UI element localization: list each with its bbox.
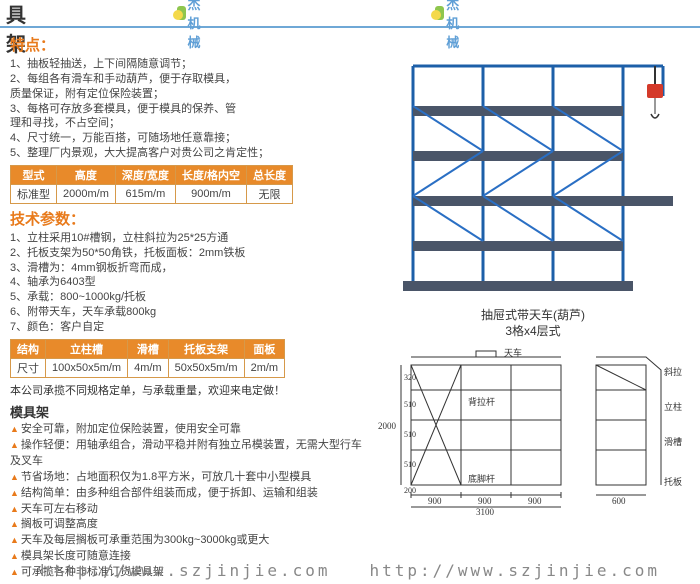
spec-table-2: 结构 立柱槽 滑槽 托板支架 面板 尺寸 100x50x5m/m 4m/m 50… <box>10 339 285 378</box>
svg-text:900: 900 <box>428 496 442 506</box>
th: 总长度 <box>246 165 292 184</box>
feature-item: 尺寸统一，万能百搭，可随场地任意靠接； <box>10 131 370 146</box>
th: 立柱槽 <box>46 339 128 358</box>
th: 型式 <box>11 165 57 184</box>
bullet-item: 天车可左右移动 <box>10 502 370 518</box>
footer: http://www.szjinjie.com http://www.szjin… <box>0 561 700 580</box>
svg-text:3100: 3100 <box>476 507 495 515</box>
svg-text:600: 600 <box>612 496 626 506</box>
tech-item: 承载：800~1000kg/托板 <box>10 290 370 305</box>
tech-title: 技术参数： <box>10 208 370 229</box>
svg-text:2000: 2000 <box>378 421 397 431</box>
bullets-list: 安全可靠，附加定位保险装置，使用安全可靠 操作轻便：用轴承组合，滑动平稳并附有独… <box>10 422 370 581</box>
tech-item: 立柱采用10#槽钢，立柱斜拉为25*25方通 <box>10 231 370 246</box>
bullet-item: 操作轻便：用轴承组合，滑动平稳并附有独立吊模装置，无需大型行车及叉车 <box>10 438 370 470</box>
tech-item: 颜色：客户自定 <box>10 320 370 335</box>
svg-text:斜拉: 斜拉 <box>664 366 682 377</box>
svg-text:900: 900 <box>478 496 492 506</box>
caption-line: 抽屉式带天车(葫芦) <box>376 308 690 324</box>
feature-item: 抽板轻抽送，上下间隔随意调节； <box>10 57 370 72</box>
feature-item: 整理厂内景观，大大提高客户对贵公司之肯定性； <box>10 146 370 161</box>
feature-item: 每格可存放多套模具，便于模具的保养、管 理和寻找，不占空间； <box>10 102 370 132</box>
svg-text:底脚杆: 底脚杆 <box>468 473 495 484</box>
left-column: 特点： 抽板轻抽送，上下间隔随意调节； 每组各有滑车和手动葫芦，便于存取模具， … <box>10 32 370 581</box>
features-list: 抽板轻抽送，上下间隔随意调节； 每组各有滑车和手动葫芦，便于存取模具， 质量保证… <box>10 57 370 161</box>
td: 900m/m <box>175 184 246 203</box>
th: 滑槽 <box>128 339 169 358</box>
svg-text:510: 510 <box>404 460 416 469</box>
spec-table-1: 型式 高度 深度/宽度 长度/格内空 总长度 标准型 2000m/m 615m/… <box>10 165 293 204</box>
svg-text:200: 200 <box>404 486 416 495</box>
th: 结构 <box>11 339 46 358</box>
svg-text:510: 510 <box>404 430 416 439</box>
th: 深度/宽度 <box>115 165 175 184</box>
rack-subtitle: 模具架 <box>10 402 370 421</box>
tech-item: 滑槽为：4mm钢板折弯而成， <box>10 261 370 276</box>
svg-text:立柱: 立柱 <box>664 401 682 412</box>
svg-text:320: 320 <box>404 373 416 382</box>
svg-text:900: 900 <box>528 496 542 506</box>
th: 高度 <box>57 165 116 184</box>
feature-item: 每组各有滑车和手动葫芦，便于存取模具， 质量保证，附有定位保险装置； <box>10 72 370 102</box>
svg-text:滑槽: 滑槽 <box>664 436 682 447</box>
footer-url: http://www.szjinjie.com <box>40 561 331 580</box>
bullet-item: 搁板可调整高度 <box>10 517 370 533</box>
tech-list: 立柱采用10#槽钢，立柱斜拉为25*25方通 托板支架为50*50角铁，托板面板… <box>10 231 370 335</box>
svg-text:天车: 天车 <box>504 347 522 358</box>
td: 无限 <box>246 184 292 203</box>
bullet-item: 安全可靠，附加定位保险装置，使用安全可靠 <box>10 422 370 438</box>
bullet-item: 节省场地：占地面积仅为1.8平方米，可放几十套中小型模具 <box>10 470 370 486</box>
td: 标准型 <box>11 184 57 203</box>
svg-text:托板: 托板 <box>664 476 682 487</box>
svg-text:背拉杆: 背拉杆 <box>468 396 495 407</box>
tech-item: 托板支架为50*50角铁，托板面板：2mm铁板 <box>10 246 370 261</box>
right-column: 抽屉式带天车(葫芦) 3格x4层式 天车 900 <box>370 32 690 581</box>
tech-diagram: 天车 900 900 900 3100 2000 320 510 510 510… <box>376 345 686 515</box>
tech-item: 附带天车，天车承载800kg <box>10 305 370 320</box>
td: 100x50x5m/m <box>46 358 128 377</box>
bullet-item: 天车及每层搁板可承重范围为300kg~3000kg或更大 <box>10 533 370 549</box>
th: 托板支架 <box>168 339 244 358</box>
td: 4m/m <box>128 358 169 377</box>
td: 50x50x5m/m <box>168 358 244 377</box>
features-title: 特点： <box>10 34 370 55</box>
product-caption: 抽屉式带天车(葫芦) 3格x4层式 <box>376 308 690 339</box>
logo-icon <box>177 6 186 20</box>
caption-line: 3格x4层式 <box>376 324 690 340</box>
svg-text:510: 510 <box>404 400 416 409</box>
td: 2000m/m <box>57 184 116 203</box>
footer-url: http://www.szjinjie.com <box>369 561 660 580</box>
logo-icon <box>435 6 444 20</box>
page-header: 模具架 进杰机械 进杰机械 <box>0 0 700 28</box>
bullet-item: 结构简单：由多种组合部件组装而成，便于拆卸、运输和组装 <box>10 486 370 502</box>
tech-item: 轴承为6403型 <box>10 275 370 290</box>
td: 尺寸 <box>11 358 46 377</box>
td: 2m/m <box>244 358 285 377</box>
td: 615m/m <box>115 184 175 203</box>
product-illustration <box>383 36 683 306</box>
th: 面板 <box>244 339 285 358</box>
th: 长度/格内空 <box>175 165 246 184</box>
note: 本公司承揽不同规格定单，与承载重量，欢迎来电定做！ <box>10 382 370 398</box>
